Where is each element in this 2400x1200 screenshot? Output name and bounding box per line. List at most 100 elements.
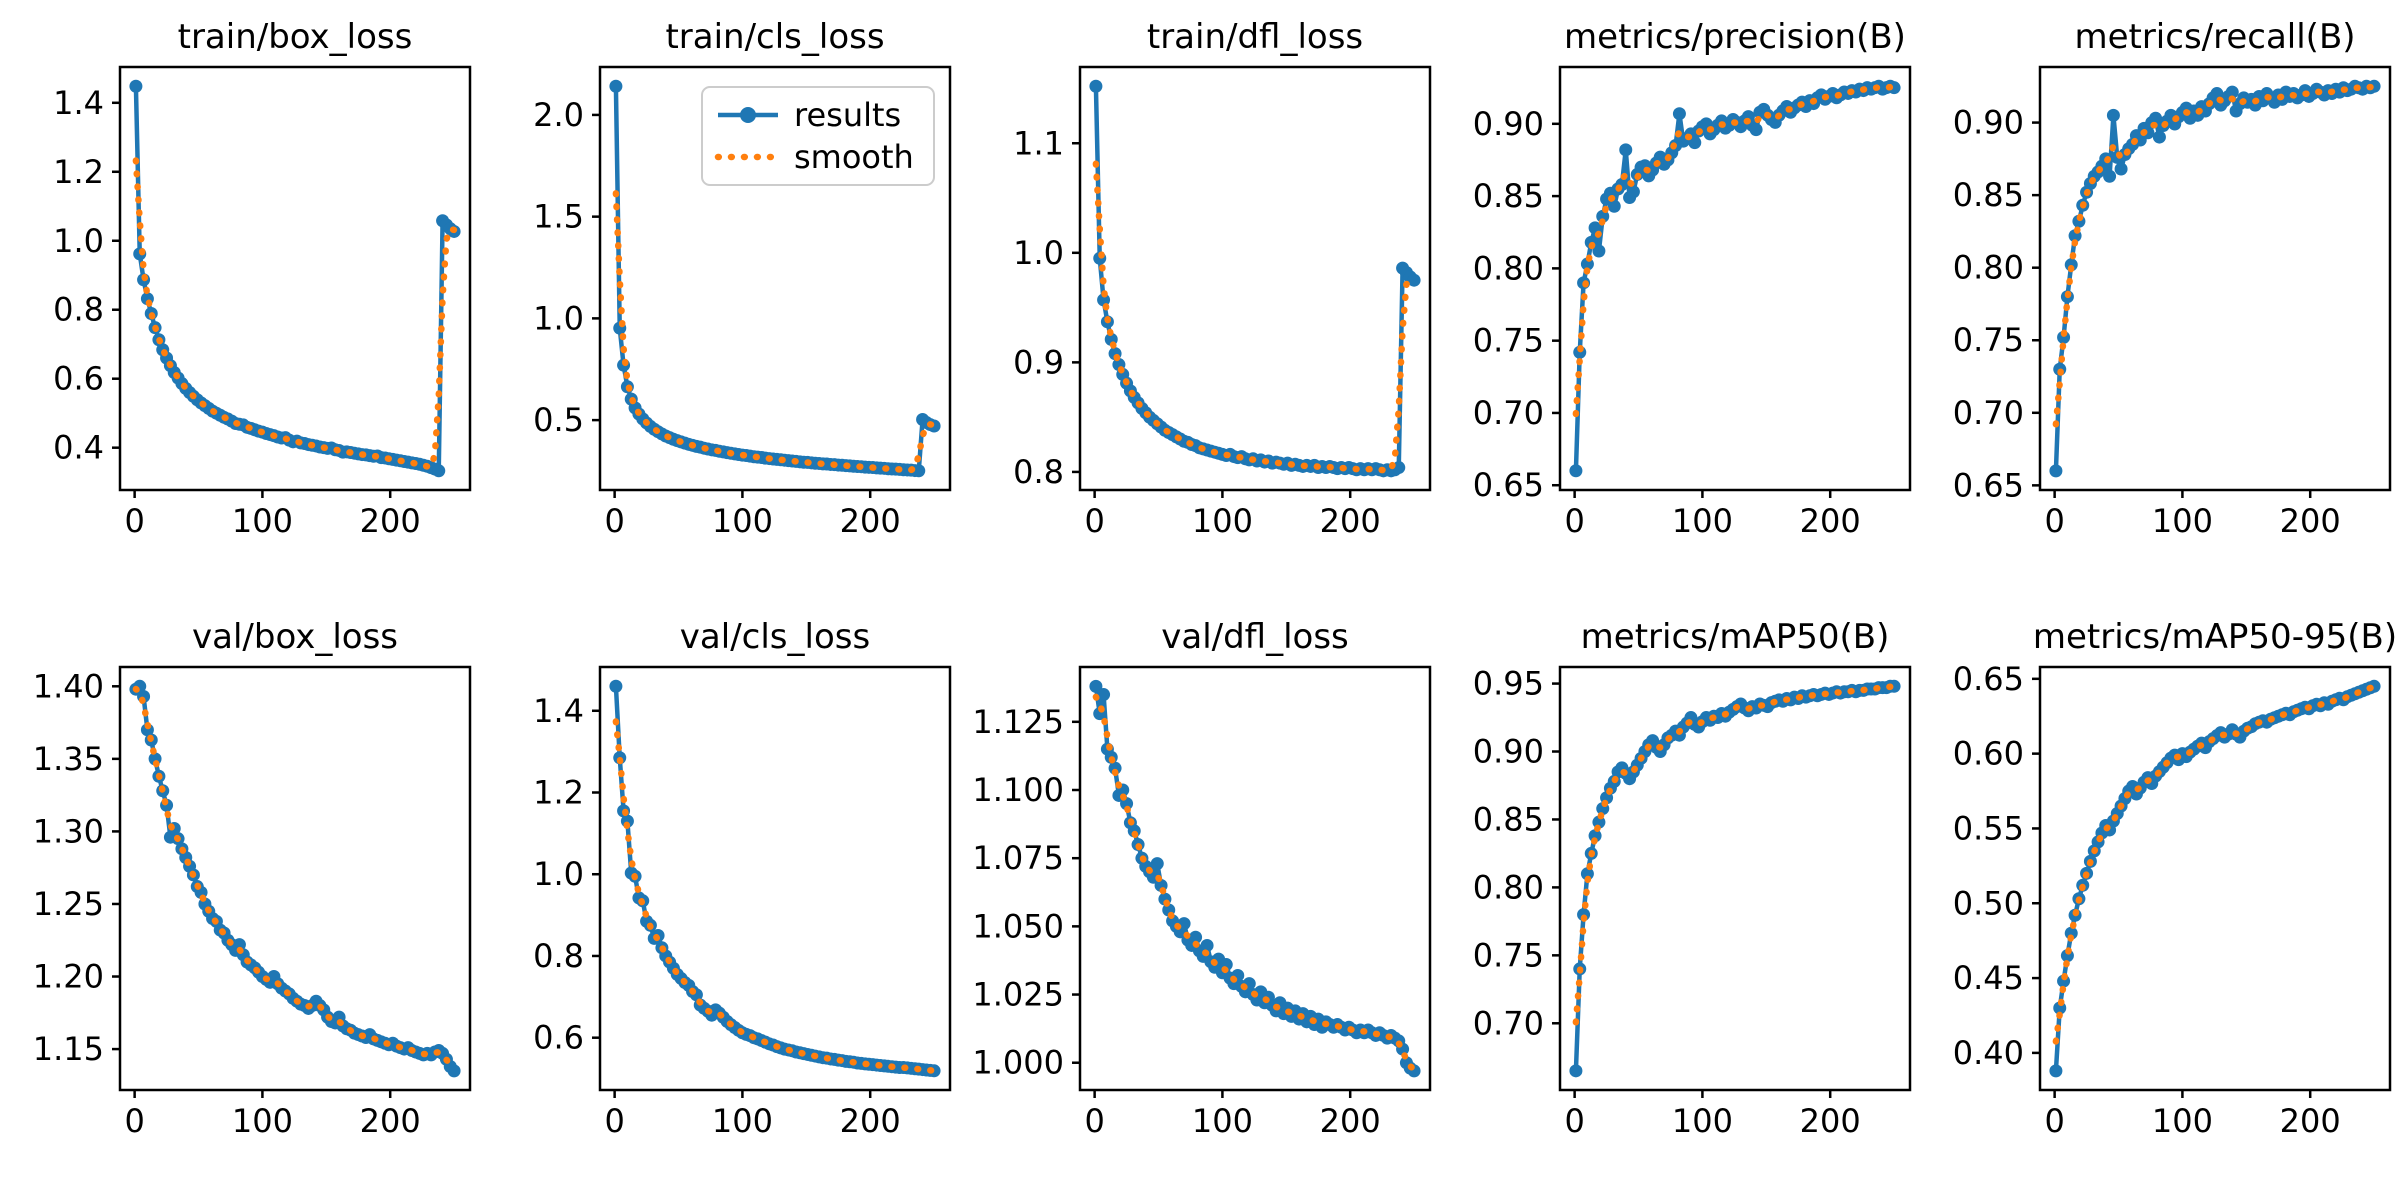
- y-tick-label: 1.125: [972, 703, 1064, 741]
- subplot-metrics-recall-b: 0 100 200 0.65 0.70 0.75 0.80 0.85 0.90: [1953, 65, 2392, 540]
- results-markers: [609, 679, 941, 1078]
- smooth-line: [1092, 160, 1418, 474]
- results-line: [613, 686, 935, 1074]
- results-marker: [2225, 85, 2239, 99]
- x-tick-label: 0: [124, 502, 144, 540]
- y-tick-label: 1.0: [533, 299, 584, 337]
- x-tick-label: 0: [604, 502, 624, 540]
- axes-spines: [598, 665, 952, 1092]
- results-marker: [1592, 244, 1606, 258]
- y-tick-label: 0.45: [1953, 959, 2024, 997]
- y-tick-label: 0.65: [1473, 466, 1544, 504]
- y-tick-label: 1.2: [533, 773, 584, 811]
- y-tick-label: 1.000: [972, 1044, 1064, 1082]
- results-markers: [1569, 79, 1901, 478]
- y-tick-label: 0.6: [533, 1019, 584, 1057]
- x-tick-label: 100: [1672, 1102, 1733, 1140]
- y-tick-label: 0.8: [1013, 453, 1064, 491]
- x-tick-label: 200: [840, 1102, 901, 1140]
- x-tick-label: 200: [1800, 502, 1861, 540]
- y-tick-label: 0.75: [1953, 321, 2024, 359]
- smooth-line: [1092, 693, 1418, 1073]
- y-tick-label: 0.70: [1473, 394, 1544, 432]
- x-tick-label: 100: [232, 1102, 293, 1140]
- results-marker: [1607, 199, 1621, 213]
- y-tick-label: 0.95: [1473, 665, 1544, 703]
- results-marker: [2049, 1064, 2063, 1078]
- x-tick-label: 100: [1192, 1102, 1253, 1140]
- subplot-metrics-map50-b: 0 100 200 0.70 0.75 0.80 0.85 0.90 0.95: [1473, 665, 1912, 1140]
- y-tick-label: 1.30: [33, 812, 104, 850]
- subplot-train-dfl-loss: 0 100 200 0.8 0.9 1.0 1.1: [1013, 65, 1432, 540]
- x-tick-label: 200: [840, 502, 901, 540]
- y-tick-label: 1.40: [33, 667, 104, 705]
- results-marker: [2114, 162, 2128, 176]
- x-tick-label: 100: [2152, 1102, 2213, 1140]
- subplot-val-dfl-loss: 0 100 200 1.000 1.025 1.050 1.075 1.100 1.125: [972, 665, 1432, 1140]
- x-tick-label: 200: [1800, 1102, 1861, 1140]
- smooth-line: [2052, 83, 2378, 428]
- subplot-val-cls-loss: 0 100 200 0.6 0.8 1.0 1.2 1.4: [533, 665, 952, 1140]
- x-tick-label: 0: [2044, 1102, 2064, 1140]
- plot-title-val-dfl-loss: val/dfl_loss: [1161, 617, 1349, 657]
- y-tick-label: 1.100: [972, 771, 1064, 809]
- results-marker: [2106, 108, 2120, 122]
- y-tick-label: 0.75: [1473, 322, 1544, 360]
- plot-title-metrics-map50: metrics/mAP50(B): [1581, 617, 1890, 657]
- x-tick-label: 0: [124, 1102, 144, 1140]
- results-marker: [1407, 273, 1421, 287]
- legend-marker-results: [740, 107, 756, 123]
- plot-title-val-box-loss: val/box_loss: [192, 617, 398, 657]
- results-markers: [1089, 679, 1421, 1078]
- y-tick-label: 0.9: [1013, 343, 1064, 381]
- y-tick-label: 0.60: [1953, 735, 2024, 773]
- smooth-line: [1572, 683, 1898, 1026]
- x-tick-label: 0: [1564, 502, 1584, 540]
- smooth-line: [132, 685, 458, 1072]
- results-marker: [1672, 107, 1686, 121]
- axes-spines: [2038, 665, 2392, 1092]
- y-tick-label: 0.70: [1953, 394, 2024, 432]
- x-tick-label: 100: [712, 502, 773, 540]
- x-tick-label: 0: [604, 1102, 624, 1140]
- y-tick-label: 1.1: [1013, 124, 1064, 162]
- results-marker: [1626, 185, 1640, 199]
- x-tick-label: 100: [712, 1102, 773, 1140]
- results-marker: [609, 79, 623, 93]
- y-tick-label: 1.15: [33, 1030, 104, 1068]
- y-tick-label: 0.55: [1953, 809, 2024, 847]
- x-tick-label: 100: [232, 502, 293, 540]
- results-marker: [1596, 209, 1610, 223]
- y-tick-label: 0.6: [53, 360, 104, 398]
- plot-title-train-cls-loss: train/cls_loss: [665, 17, 884, 57]
- y-tick-label: 0.80: [1473, 868, 1544, 906]
- y-tick-label: 1.0: [533, 855, 584, 893]
- results-marker: [447, 1064, 461, 1078]
- y-tick-label: 1.20: [33, 958, 104, 996]
- plot-title-val-cls-loss: val/cls_loss: [680, 617, 870, 657]
- smooth-line: [1572, 83, 1898, 418]
- legend: results smooth: [701, 86, 935, 186]
- subplot-metrics-map50-95-b: 0 100 200 0.40 0.45 0.50 0.55 0.60 0.65: [1953, 660, 2392, 1140]
- x-tick-label: 200: [1320, 1102, 1381, 1140]
- plot-title-train-dfl-loss: train/dfl_loss: [1147, 17, 1363, 57]
- x-tick-label: 0: [2044, 502, 2064, 540]
- results-marker: [1569, 464, 1583, 478]
- y-tick-label: 0.85: [1473, 800, 1544, 838]
- x-tick-label: 0: [1084, 1102, 1104, 1140]
- legend-label-smooth: smooth: [794, 138, 914, 176]
- y-tick-label: 1.0: [53, 222, 104, 260]
- results-marker: [2152, 130, 2166, 144]
- axes-spines: [1078, 65, 1432, 492]
- subplot-train-box-loss: 0 100 200 0.4 0.6 0.8 1.0 1.2 1.4: [53, 65, 472, 540]
- y-tick-label: 1.025: [972, 976, 1064, 1014]
- axes-spines: [1558, 665, 1912, 1092]
- legend-label-results: results: [794, 96, 901, 134]
- y-tick-label: 1.075: [972, 839, 1064, 877]
- plot-title-metrics-precision: metrics/precision(B): [1564, 17, 1906, 57]
- results-marker: [1580, 867, 1594, 881]
- y-tick-label: 0.5: [533, 401, 584, 439]
- results-line: [134, 684, 456, 1073]
- y-tick-label: 0.70: [1473, 1004, 1544, 1042]
